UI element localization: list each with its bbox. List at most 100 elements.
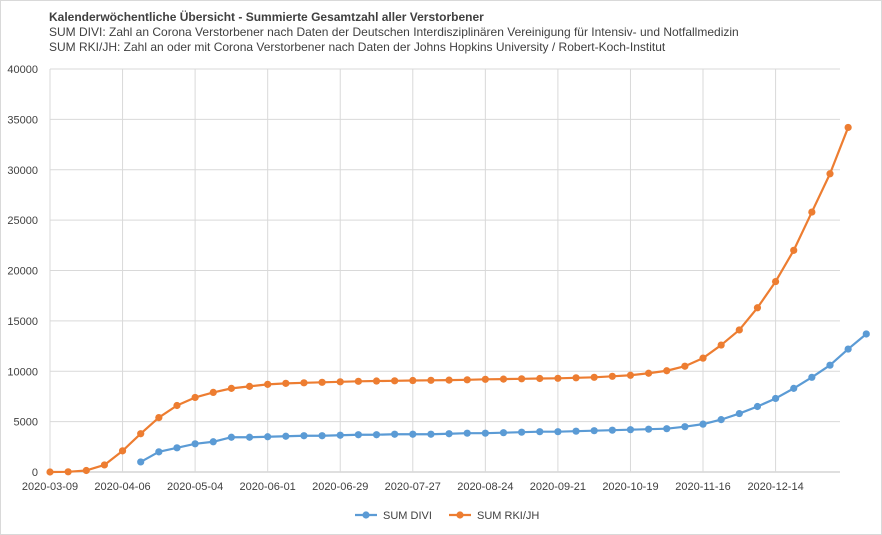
data-point: [626, 426, 635, 434]
data-point: [608, 372, 616, 380]
x-tick-label: 2020-08-24: [457, 481, 513, 493]
x-tick-label: 2020-11-16: [675, 481, 730, 493]
data-point: [264, 433, 272, 441]
data-point: [463, 376, 471, 384]
data-point: [572, 427, 580, 435]
data-point: [844, 345, 852, 353]
series-line: [49, 127, 850, 474]
data-point: [481, 375, 489, 383]
data-point: [137, 430, 145, 438]
x-tick-label: 2020-10-19: [602, 481, 658, 493]
data-point: [735, 326, 743, 334]
data-point: [427, 430, 435, 438]
series-line: [140, 333, 867, 463]
data-point: [518, 375, 526, 383]
y-tick-label: 5000: [14, 417, 38, 429]
data-point: [681, 362, 689, 370]
y-tick-label: 10000: [7, 366, 38, 378]
data-point: [481, 429, 489, 437]
data-point: [608, 426, 616, 434]
data-point: [227, 433, 235, 441]
data-point: [264, 380, 272, 388]
x-tick-label: 2020-03-09: [22, 481, 78, 493]
data-point: [100, 461, 109, 469]
data-point: [499, 375, 508, 383]
data-point: [409, 430, 417, 438]
data-point: [717, 416, 725, 424]
data-point: [372, 431, 381, 439]
data-point: [391, 430, 399, 438]
x-tick-label: 2020-06-01: [240, 481, 296, 493]
x-tick-label: 2020-05-04: [167, 481, 223, 493]
data-point: [209, 438, 217, 446]
data-point: [590, 373, 598, 381]
series-0: [137, 330, 870, 466]
data-point: [155, 448, 163, 456]
data-point: [82, 466, 90, 475]
data-point: [282, 432, 290, 440]
data-point: [536, 374, 544, 383]
series-1: [46, 123, 852, 476]
data-point: [590, 427, 598, 435]
x-tick-label: 2020-12-14: [747, 481, 803, 493]
data-point: [318, 432, 326, 440]
data-point: [282, 379, 290, 387]
data-point: [844, 123, 852, 132]
data-point: [753, 304, 762, 312]
legend-marker: [456, 511, 464, 519]
data-point: [572, 374, 580, 382]
data-point: [735, 409, 743, 418]
legend-label: SUM DIVI: [383, 510, 432, 522]
data-point: [354, 431, 362, 439]
data-point: [209, 388, 217, 397]
data-point: [699, 420, 707, 428]
data-point: [808, 208, 816, 216]
gridlines: [49, 68, 840, 473]
data-point: [463, 429, 471, 437]
data-point: [318, 378, 326, 386]
data-point: [808, 373, 816, 381]
data-point: [191, 440, 199, 448]
data-point: [681, 423, 689, 431]
data-point: [173, 444, 181, 452]
data-point: [445, 430, 453, 438]
data-point: [645, 369, 653, 377]
y-tick-label: 15000: [7, 316, 38, 328]
data-point: [300, 379, 308, 387]
data-point: [771, 394, 780, 403]
y-tick-label: 0: [32, 467, 38, 479]
x-tick-label: 2020-04-06: [94, 481, 150, 493]
data-point: [826, 361, 834, 369]
y-axis-ticks: 0 5000 10000 15000 20000 25000 30000 35000 40000: [7, 64, 38, 479]
data-point: [826, 170, 834, 178]
data-point: [372, 377, 381, 385]
data-point: [663, 425, 671, 433]
data-point: [336, 378, 344, 386]
data-point: [409, 376, 417, 385]
data-point: [336, 431, 344, 439]
data-point: [717, 341, 725, 349]
legend: SUM DIVI SUM RKI/JH: [355, 510, 539, 522]
x-tick-label: 2020-07-27: [385, 481, 441, 493]
data-point: [227, 384, 235, 392]
data-point: [626, 371, 635, 379]
data-point: [155, 413, 163, 422]
y-tick-label: 35000: [7, 114, 38, 126]
data-point: [46, 468, 54, 476]
data-point: [699, 354, 707, 362]
data-point: [554, 428, 562, 436]
data-point: [391, 377, 399, 385]
data-point: [173, 401, 181, 410]
data-point: [137, 458, 145, 466]
x-axis-ticks: 2020-03-09 2020-04-06 2020-05-04 2020-06-01…: [22, 481, 804, 493]
chart-subtitle-rki: SUM RKI/JH: Zahl an oder mit Corona Vers…: [49, 40, 666, 54]
y-tick-label: 40000: [7, 64, 38, 76]
x-tick-label: 2020-09-21: [530, 481, 586, 493]
chart-subtitle-divi: SUM DIVI: Zahl an Corona Verstorbener na…: [49, 25, 739, 39]
data-point: [790, 384, 798, 392]
data-point: [445, 376, 453, 384]
data-point: [554, 374, 562, 382]
y-tick-label: 25000: [7, 215, 38, 227]
data-point: [663, 367, 671, 375]
